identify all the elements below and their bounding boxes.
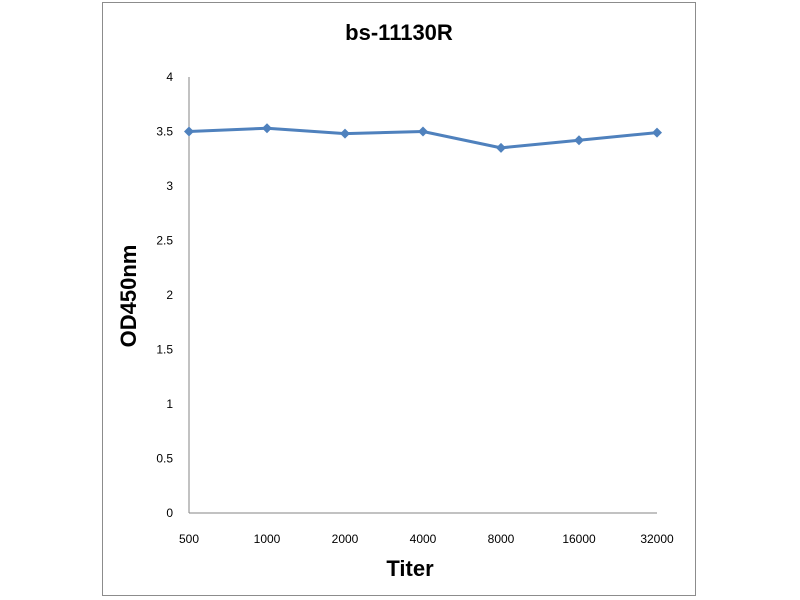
- y-tick-label: 3.5: [156, 125, 173, 139]
- y-tick-label: 3: [166, 179, 173, 193]
- x-tick-label: 32000: [640, 532, 674, 546]
- y-tick-label: 2.5: [156, 234, 173, 248]
- y-tick-label: 0: [166, 506, 173, 520]
- x-tick-label: 1000: [254, 532, 281, 546]
- y-tick-label: 2: [166, 288, 173, 302]
- data-point-marker: [184, 126, 194, 137]
- x-tick-labels: 500 1000 2000 4000 8000 16000 32000: [179, 532, 674, 546]
- y-tick-label: 1: [166, 397, 173, 411]
- x-axis-title: Titer: [386, 556, 434, 581]
- series-layer: [184, 123, 662, 153]
- x-tick-label: 2000: [332, 532, 359, 546]
- y-tick-label: 1.5: [156, 343, 173, 357]
- chart-frame: [102, 2, 696, 596]
- data-point-marker: [574, 135, 584, 146]
- data-point-marker: [340, 128, 350, 139]
- x-tick-label: 500: [179, 532, 199, 546]
- x-tick-label: 16000: [562, 532, 596, 546]
- y-tick-label: 0.5: [156, 452, 173, 466]
- x-tick-label: 8000: [488, 532, 515, 546]
- axes: [188, 77, 657, 514]
- data-point-marker: [652, 127, 662, 138]
- data-point-marker: [262, 123, 272, 134]
- y-tick-label: 4: [166, 70, 173, 84]
- data-point-marker: [496, 142, 506, 153]
- y-tick-labels: 0 0.5 1 1.5 2 2.5 3 3.5 4: [156, 70, 173, 520]
- y-axis-title: OD450nm: [116, 245, 141, 348]
- data-point-marker: [418, 126, 428, 137]
- chart-title: bs-11130R: [345, 20, 453, 45]
- x-tick-label: 4000: [410, 532, 437, 546]
